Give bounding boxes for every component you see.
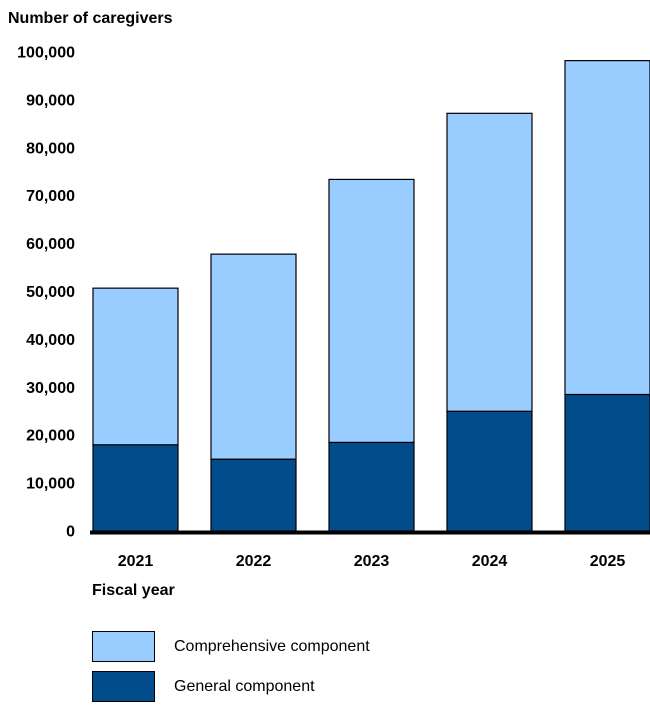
x-tick-label-2021: 2021 (118, 553, 154, 570)
legend-item-general: General component (92, 670, 370, 703)
y-tick-label: 0 (66, 524, 75, 541)
bar-segment-comprehensive-2024 (446, 112, 533, 412)
bar-segment-comprehensive-2022 (210, 253, 297, 460)
bars (92, 60, 650, 532)
y-axis-title: Number of caregivers (8, 10, 173, 27)
bar-segment-general-2023 (328, 441, 415, 532)
bar-segment-general-2025 (564, 393, 650, 532)
y-tick-label: 70,000 (26, 188, 75, 205)
bar-segment-general-2022 (210, 458, 297, 532)
x-axis-ticks: 2021 2022 2023 2024 2025 (118, 553, 626, 570)
y-tick-label: 10,000 (26, 476, 75, 493)
y-tick-label: 20,000 (26, 428, 75, 445)
y-tick-label: 80,000 (26, 140, 75, 157)
bar-segment-comprehensive-2021 (92, 287, 179, 446)
x-tick-label-2024: 2024 (472, 553, 508, 570)
x-tick-label-2023: 2023 (354, 553, 390, 570)
y-tick-label: 100,000 (17, 45, 75, 62)
y-axis-ticks: 0 10,000 20,000 30,000 40,000 50,000 60,000 70,… (17, 45, 75, 541)
bar-segment-general-2024 (446, 410, 533, 532)
y-tick-label: 90,000 (26, 92, 75, 109)
y-tick-label: 60,000 (26, 236, 75, 253)
y-tick-label: 50,000 (26, 284, 75, 301)
legend-label-general: General component (174, 677, 315, 695)
bar-segment-comprehensive-2025 (564, 60, 650, 396)
legend-label-comprehensive: Comprehensive component (174, 637, 370, 655)
x-tick-label-2022: 2022 (236, 553, 272, 570)
bar-segment-general-2021 (92, 444, 179, 532)
legend-item-comprehensive: Comprehensive component (92, 630, 370, 663)
y-tick-label: 40,000 (26, 332, 75, 349)
legend-swatch-general (92, 671, 155, 702)
bar-segment-comprehensive-2023 (328, 178, 415, 443)
legend-swatch-comprehensive (92, 631, 155, 662)
legend: Comprehensive component General componen… (92, 630, 370, 710)
y-tick-label: 30,000 (26, 380, 75, 397)
x-axis-title: Fiscal year (92, 582, 175, 599)
x-tick-label-2025: 2025 (590, 553, 626, 570)
